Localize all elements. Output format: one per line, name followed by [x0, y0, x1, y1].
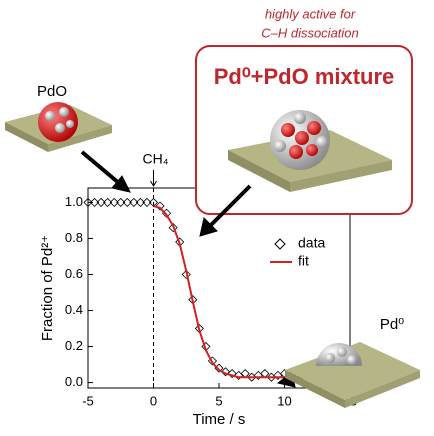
slab — [48, 125, 112, 152]
legend-label: data — [298, 235, 325, 251]
data-point — [142, 197, 152, 207]
nanoparticle — [270, 110, 330, 170]
y-tick-label: 1.0 — [65, 194, 83, 209]
data-point — [227, 369, 237, 379]
slab — [285, 370, 345, 408]
data-point — [96, 197, 106, 207]
x-axis-label: Time / s — [193, 411, 246, 428]
data-point — [116, 197, 126, 207]
slab — [285, 342, 420, 400]
annotation: CH₄ — [143, 151, 169, 167]
legend-marker — [274, 238, 286, 250]
fit-line — [153, 205, 350, 379]
slab — [5, 122, 48, 152]
data-point — [89, 197, 100, 207]
y-tick-label: 0.4 — [65, 302, 83, 317]
data-point — [83, 197, 93, 207]
label: PdO — [37, 83, 67, 100]
y-tick-label: 0.8 — [65, 230, 83, 245]
callout-title: Pd⁰+PdO mixture — [214, 64, 395, 89]
data-point — [181, 269, 191, 280]
data-point — [122, 197, 132, 207]
x-tick-label: 5 — [215, 393, 222, 408]
y-tick-label: 0.6 — [65, 266, 83, 281]
illustration: highly active for C–H dissociation Pd⁰+P… — [5, 6, 420, 408]
data-point — [129, 197, 139, 207]
nanoparticle — [316, 343, 362, 366]
annotation-arrow — [150, 180, 157, 187]
legend-label: fit — [298, 253, 309, 269]
nanoparticle — [38, 102, 78, 142]
data-point — [168, 223, 178, 233]
y-axis-label: Fraction of Pd²⁺ — [39, 235, 56, 341]
data-point — [220, 367, 231, 377]
y-tick-label: 0.0 — [65, 374, 83, 389]
y-tick-label: 0.2 — [65, 338, 83, 353]
slab — [228, 150, 290, 192]
note: highly active for — [265, 6, 356, 21]
x-tick-label: 10 — [277, 393, 291, 408]
label: Pd⁰ — [380, 316, 404, 333]
x-tick-label: -5 — [82, 393, 94, 408]
note: C–H dissociation — [261, 25, 359, 40]
arrow — [80, 150, 331, 388]
data-point — [103, 197, 113, 207]
data-point — [155, 201, 165, 211]
x-tick-label: 0 — [150, 393, 157, 408]
data-point — [109, 197, 119, 207]
slab — [345, 370, 420, 408]
data-point — [135, 197, 145, 207]
slab — [290, 160, 392, 192]
